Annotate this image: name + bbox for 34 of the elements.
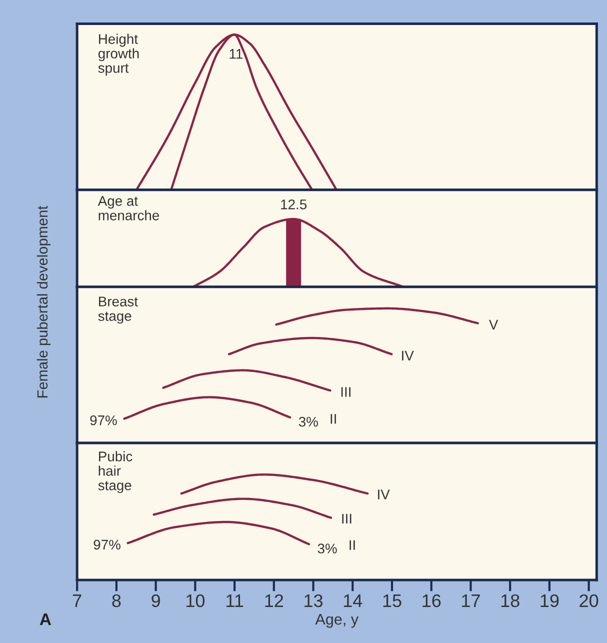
x-tick-label: 18	[501, 594, 520, 608]
x-tick-label: 19	[540, 594, 559, 608]
text: A	[40, 614, 52, 625]
series-label: III	[341, 387, 350, 397]
x-tick-label: 8	[112, 594, 121, 608]
annotation: 97%	[94, 540, 120, 550]
chart-title: Pubic hair stage	[98, 451, 132, 494]
annotation: 12.5	[281, 200, 307, 210]
x-axis-title: Age, y	[315, 614, 359, 628]
x-tick-label: 7	[72, 594, 82, 607]
x-tick-label: 11	[226, 594, 244, 607]
chart-title: Age at menarche	[98, 196, 160, 220]
series-label: III	[342, 514, 352, 524]
x-tick-label: 15	[383, 594, 402, 608]
x-tick-label: 20	[580, 594, 598, 608]
text: Height growth spurt	[98, 34, 139, 76]
x-tick-label: 17	[462, 594, 480, 607]
annotation: 97%	[90, 415, 117, 426]
x-tick-label: 16	[422, 594, 441, 608]
x-tick-label: 9	[152, 594, 160, 608]
series-label: IV	[378, 490, 390, 500]
x-tick-label: 13	[304, 594, 323, 608]
x-tick-label: 12	[265, 594, 284, 607]
x-tick-label: 14	[344, 594, 362, 607]
annotation: 3%	[318, 544, 337, 554]
annotation: 11	[230, 49, 242, 59]
x-tick-label: 10	[186, 594, 205, 608]
chart-title: Breast stage	[98, 296, 138, 324]
y-axis-title: Female pubertal development	[36, 206, 50, 398]
text: II	[350, 540, 355, 550]
series-label: V	[488, 320, 498, 330]
annotation: 3%	[298, 416, 318, 427]
text: II	[330, 414, 336, 424]
series-label: IV	[402, 350, 414, 360]
